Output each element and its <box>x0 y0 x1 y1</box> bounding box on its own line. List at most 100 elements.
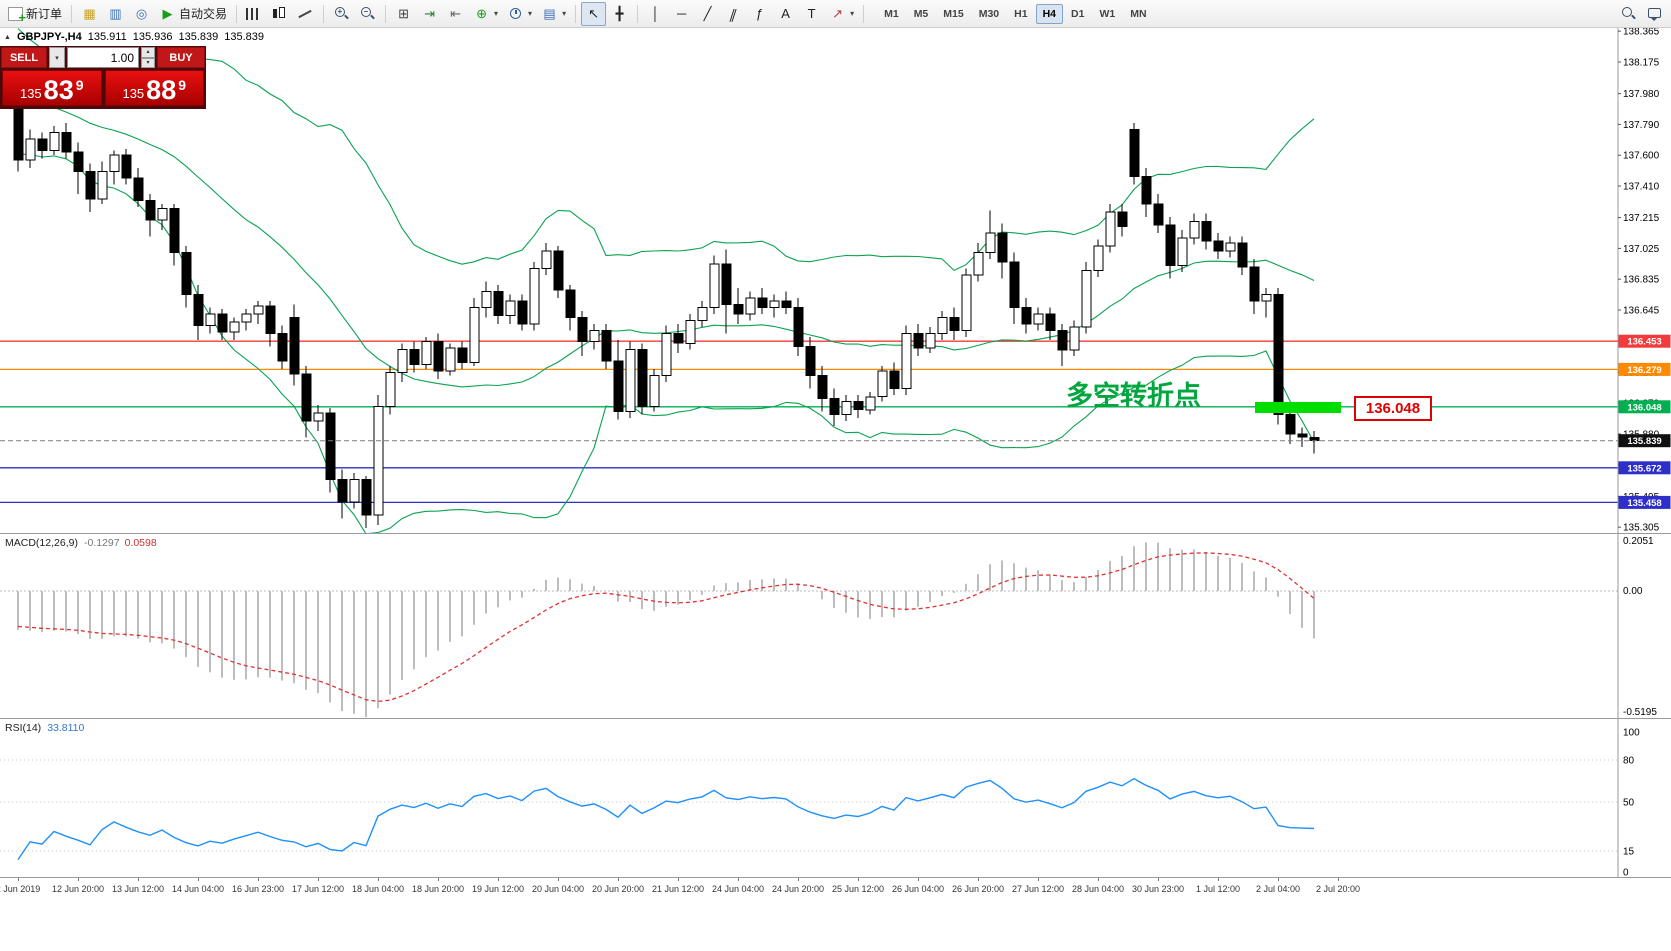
candle-chart-button[interactable] <box>267 2 292 26</box>
text-button[interactable]: A <box>773 2 798 26</box>
ohlc-low: 135.839 <box>178 31 219 43</box>
templates-dropdown[interactable]: ▤ ▾ <box>537 2 570 26</box>
macd-scale: 0.2051 0.00 -0.5195 <box>1623 536 1657 718</box>
buy-button[interactable]: BUY <box>157 47 205 68</box>
zoom-in-button[interactable]: + <box>329 2 354 26</box>
bull-candle <box>661 333 672 377</box>
buy-price-button[interactable]: 135 88 9 <box>104 70 204 106</box>
volume-input[interactable] <box>67 47 139 68</box>
collapse-panel-icon[interactable]: ▲ <box>4 33 11 41</box>
rsi-label: RSI(14) 33.8110 <box>5 722 84 734</box>
arrows-dropdown[interactable]: ↗ ▾ <box>825 2 858 26</box>
bear-candle <box>337 478 348 503</box>
bull-candle <box>745 297 756 315</box>
timeframe-m15[interactable]: M15 <box>936 4 970 24</box>
chart-annotation-text[interactable]: 多空转折点 <box>1066 381 1201 411</box>
channel-button[interactable]: ∥ <box>721 2 746 26</box>
text-label-button[interactable]: T <box>799 2 824 26</box>
vertical-line-button[interactable]: │ <box>643 2 668 26</box>
volume-dropdown-button[interactable]: ▾ <box>49 47 65 68</box>
price-tick-label: 137.215 <box>1623 213 1660 224</box>
volume-decrease-button[interactable]: ▾ <box>141 57 155 68</box>
time-label: 20 Jun 04:00 <box>531 884 585 894</box>
auto-scroll-button[interactable]: ⇥ <box>417 2 442 26</box>
line-chart-button[interactable] <box>293 2 318 26</box>
time-label: 28 Jun 04:00 <box>1071 884 1125 894</box>
sell-button[interactable]: SELL <box>1 47 47 68</box>
zoom-out-button[interactable]: − <box>355 2 380 26</box>
timeframe-d1[interactable]: D1 <box>1064 4 1091 24</box>
clock-icon <box>507 6 524 22</box>
macd-main-value: -0.1297 <box>83 537 120 549</box>
ohlc-bars-icon <box>246 7 260 20</box>
chevron-down-icon: ▾ <box>528 9 533 18</box>
macd-chart[interactable]: 0.2051 0.00 -0.5195 <box>0 534 1671 719</box>
bar-chart-button[interactable] <box>242 2 266 26</box>
indicators-dropdown[interactable]: ⊕ ▾ <box>469 2 502 26</box>
chat-button[interactable] <box>1642 2 1667 26</box>
fibonacci-button[interactable]: ƒ <box>747 2 772 26</box>
new-order-icon <box>8 6 26 24</box>
data-window-button[interactable]: ▥ <box>103 2 128 26</box>
timeframe-m30[interactable]: M30 <box>972 4 1006 24</box>
timeframe-h4[interactable]: H4 <box>1035 3 1064 24</box>
chevron-down-icon: ▾ <box>850 9 855 18</box>
bull-candle <box>109 154 120 172</box>
search-button[interactable] <box>1616 2 1641 26</box>
toolbar-separator <box>71 4 73 23</box>
trendline-button[interactable]: ╱ <box>695 2 720 26</box>
bear-candle <box>169 208 180 253</box>
market-watch-button[interactable]: ▦ <box>77 2 102 26</box>
rsi-chart[interactable]: 100 80 50 15 0 <box>0 719 1671 878</box>
price-chart[interactable]: 138.365 138.175 137.980 137.790 137.600 137.4… <box>0 28 1671 533</box>
bear-candle <box>1285 414 1296 435</box>
sell-price-button[interactable]: 135 83 9 <box>2 70 102 106</box>
chart-shift-button[interactable]: ⇤ <box>443 2 468 26</box>
tile-windows-button[interactable]: ⊞ <box>391 2 416 26</box>
bear-candle <box>1057 329 1068 351</box>
bear-candle <box>781 300 792 309</box>
bull-candle <box>961 274 972 331</box>
macd-tick-label: 0.2051 <box>1623 536 1654 547</box>
price-badge-label: 136.048 <box>1627 402 1661 413</box>
chevron-down-icon: ▾ <box>55 54 59 62</box>
bear-candle <box>1249 266 1260 302</box>
timeframe-h1[interactable]: H1 <box>1007 4 1034 24</box>
price-badge <box>1618 400 1671 414</box>
navigator-button[interactable]: ◎ <box>129 2 154 26</box>
rsi-tick-label: 100 <box>1623 728 1640 739</box>
timeframe-m1[interactable]: M1 <box>877 4 906 24</box>
time-label: 2 Jul 04:00 <box>1255 884 1301 894</box>
price-tick-label: 137.410 <box>1623 182 1660 193</box>
new-order-button[interactable]: 新订单 <box>4 2 66 26</box>
auto-scroll-icon: ⇥ <box>424 6 435 21</box>
crosshair-button[interactable]: ╋ <box>607 2 632 26</box>
bull-candle <box>469 307 480 364</box>
cursor-button[interactable]: ↖ <box>581 1 607 26</box>
ohlc-open: 135.911 <box>87 31 127 43</box>
bull-candle <box>901 333 912 390</box>
timeframe-mn[interactable]: MN <box>1123 4 1153 24</box>
bollinger-lower <box>17 153 1315 533</box>
buy-price-prefix: 135 <box>122 86 145 101</box>
bear-candle <box>37 138 48 151</box>
highlight-rectangle[interactable] <box>1255 402 1341 413</box>
bear-candle <box>553 250 564 291</box>
volume-increase-button[interactable]: ▴ <box>141 47 155 58</box>
timeframe-m5[interactable]: M5 <box>907 4 936 24</box>
bull-candle <box>373 406 384 516</box>
periods-dropdown[interactable]: ▾ <box>503 2 536 26</box>
timeframe-w1[interactable]: W1 <box>1092 4 1122 24</box>
autotrading-button[interactable]: ▶ 自动交易 <box>155 2 231 26</box>
time-label: 26 Jun 04:00 <box>891 884 945 894</box>
horizontal-line-button[interactable]: ─ <box>669 2 694 26</box>
bear-candle <box>133 177 144 202</box>
bull-candle <box>937 316 948 334</box>
time-label: 21 Jun 12:00 <box>651 884 705 894</box>
bear-candle <box>673 333 684 344</box>
price-level-label[interactable]: 136.048 <box>1354 396 1432 421</box>
rsi-line <box>17 777 1315 860</box>
bear-candle <box>13 102 24 161</box>
time-label: 20 Jun 20:00 <box>591 884 645 894</box>
